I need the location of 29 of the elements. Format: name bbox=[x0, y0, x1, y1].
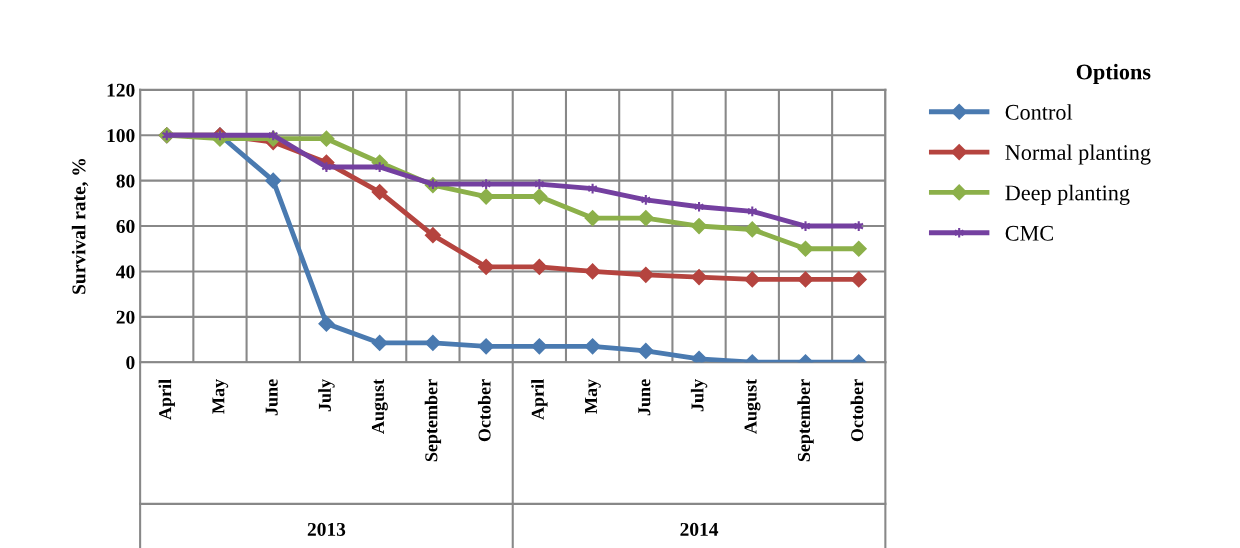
x-tick-label: September bbox=[797, 379, 814, 462]
y-tick-label: 40 bbox=[116, 265, 135, 279]
x-tick-label: September bbox=[424, 379, 442, 462]
x-tick-label: June bbox=[265, 379, 278, 416]
legend-label: Control bbox=[1005, 104, 1073, 120]
x-tick-label: October bbox=[850, 379, 864, 442]
x-tick-label: May bbox=[212, 379, 229, 414]
y-axis-title: Survival rate, % bbox=[71, 159, 89, 294]
y-tick-label: 100 bbox=[107, 129, 135, 143]
x-tick-label: July bbox=[318, 379, 335, 412]
y-tick-label: 20 bbox=[116, 310, 135, 324]
x-tick-label: August bbox=[371, 378, 388, 434]
y-tick-label: 80 bbox=[116, 174, 135, 188]
legend-label: Normal planting bbox=[1005, 144, 1151, 165]
x-tick-label: May bbox=[585, 379, 601, 414]
y-tick-label: 0 bbox=[126, 356, 135, 370]
legend-label: Deep planting bbox=[1005, 184, 1130, 205]
x-tick-label: April bbox=[531, 379, 548, 420]
legend-title: Options bbox=[1076, 63, 1151, 84]
y-tick-label: 120 bbox=[107, 83, 135, 97]
x-tick-label: April bbox=[158, 379, 175, 420]
x-tick-label: October bbox=[477, 379, 491, 442]
text: 2013 bbox=[307, 522, 346, 536]
legend-label: CMC bbox=[1005, 225, 1053, 241]
text: 2014 bbox=[680, 522, 719, 536]
x-tick-label: June bbox=[638, 379, 651, 416]
x-tick-label: August bbox=[744, 378, 761, 434]
y-tick-label: 60 bbox=[116, 219, 135, 233]
x-tick-label: July bbox=[690, 379, 708, 412]
